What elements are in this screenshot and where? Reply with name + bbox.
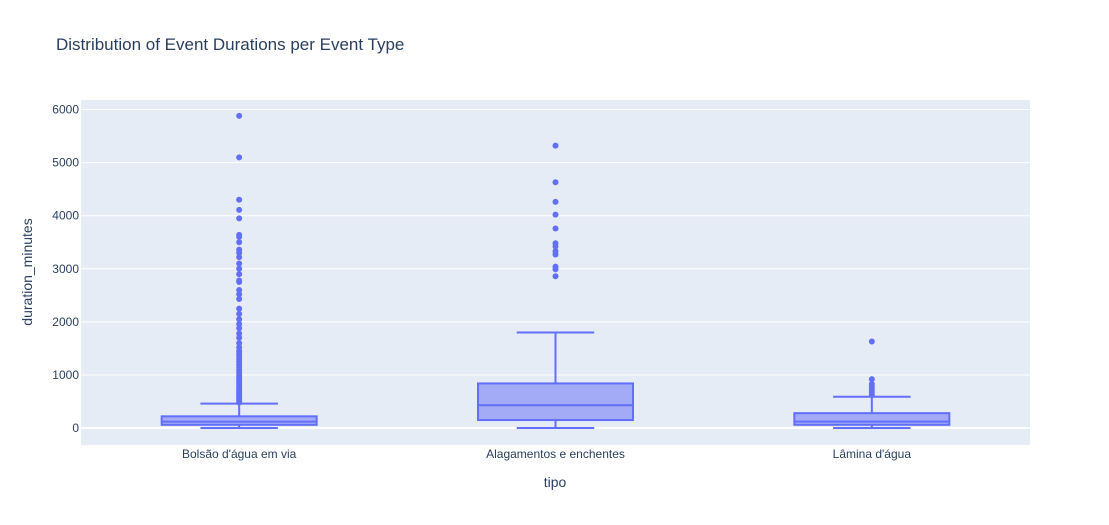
outlier-point <box>236 265 243 272</box>
x-tick-label: Bolsão d'água em via <box>182 447 297 461</box>
outlier-point <box>552 211 559 218</box>
chart-title: Distribution of Event Durations per Even… <box>56 35 404 54</box>
y-tick-label: 0 <box>72 421 79 435</box>
outlier-point <box>552 142 559 149</box>
y-tick-label: 6000 <box>52 103 79 117</box>
outlier-point <box>236 277 243 284</box>
iqr-box <box>476 382 635 422</box>
outlier-point <box>236 310 243 317</box>
outlier-point <box>552 179 559 186</box>
outlier-point <box>236 260 243 267</box>
x-tick-label: Lâmina d'água <box>833 447 912 461</box>
outlier-point <box>236 196 243 203</box>
outlier-point <box>552 240 559 247</box>
outlier-point <box>236 231 243 238</box>
x-axis-ticks: Bolsão d'água em via Alagamentos e enchen… <box>182 447 911 461</box>
outlier-point <box>552 263 559 270</box>
outlier-point <box>868 380 875 387</box>
outlier-point <box>236 291 243 298</box>
outlier-point <box>236 154 243 161</box>
box-trace <box>160 112 318 430</box>
box-series <box>160 112 951 430</box>
y-axis-title: duration_minutes <box>19 218 35 325</box>
outlier-point <box>236 239 243 246</box>
y-tick-label: 4000 <box>52 209 79 223</box>
iqr-box <box>160 415 318 426</box>
outlier-point <box>236 305 243 312</box>
outlier-point <box>236 271 243 278</box>
outlier-point <box>552 225 559 232</box>
outlier-point <box>236 344 243 351</box>
outlier-point <box>236 296 243 303</box>
outlier-point <box>236 112 243 119</box>
outlier-point <box>868 376 875 383</box>
outlier-point <box>552 198 559 205</box>
y-tick-label: 1000 <box>52 368 79 382</box>
outlier-point <box>868 338 875 345</box>
x-axis-title: tipo <box>544 474 567 490</box>
y-tick-label: 2000 <box>52 315 79 329</box>
outlier-point <box>236 246 243 253</box>
outlier-point <box>236 254 243 261</box>
y-tick-label: 5000 <box>52 156 79 170</box>
box-trace <box>793 338 951 430</box>
outlier-point <box>236 287 243 294</box>
x-tick-label: Alagamentos e enchentes <box>486 447 625 461</box>
outlier-point <box>236 316 243 323</box>
y-axis-ticks: 0 1000 2000 3000 4000 5000 6000 <box>52 103 79 435</box>
outlier-point <box>236 206 243 213</box>
y-tick-label: 3000 <box>52 262 79 276</box>
outlier-point <box>552 248 559 255</box>
outlier-point <box>236 325 243 332</box>
outlier-point <box>236 215 243 222</box>
box-trace <box>476 142 635 430</box>
outlier-point <box>236 320 243 327</box>
outlier-point <box>236 330 243 337</box>
outlier-point <box>552 273 559 280</box>
iqr-box <box>793 412 951 426</box>
outlier-point <box>236 340 243 347</box>
outlier-point <box>236 334 243 341</box>
